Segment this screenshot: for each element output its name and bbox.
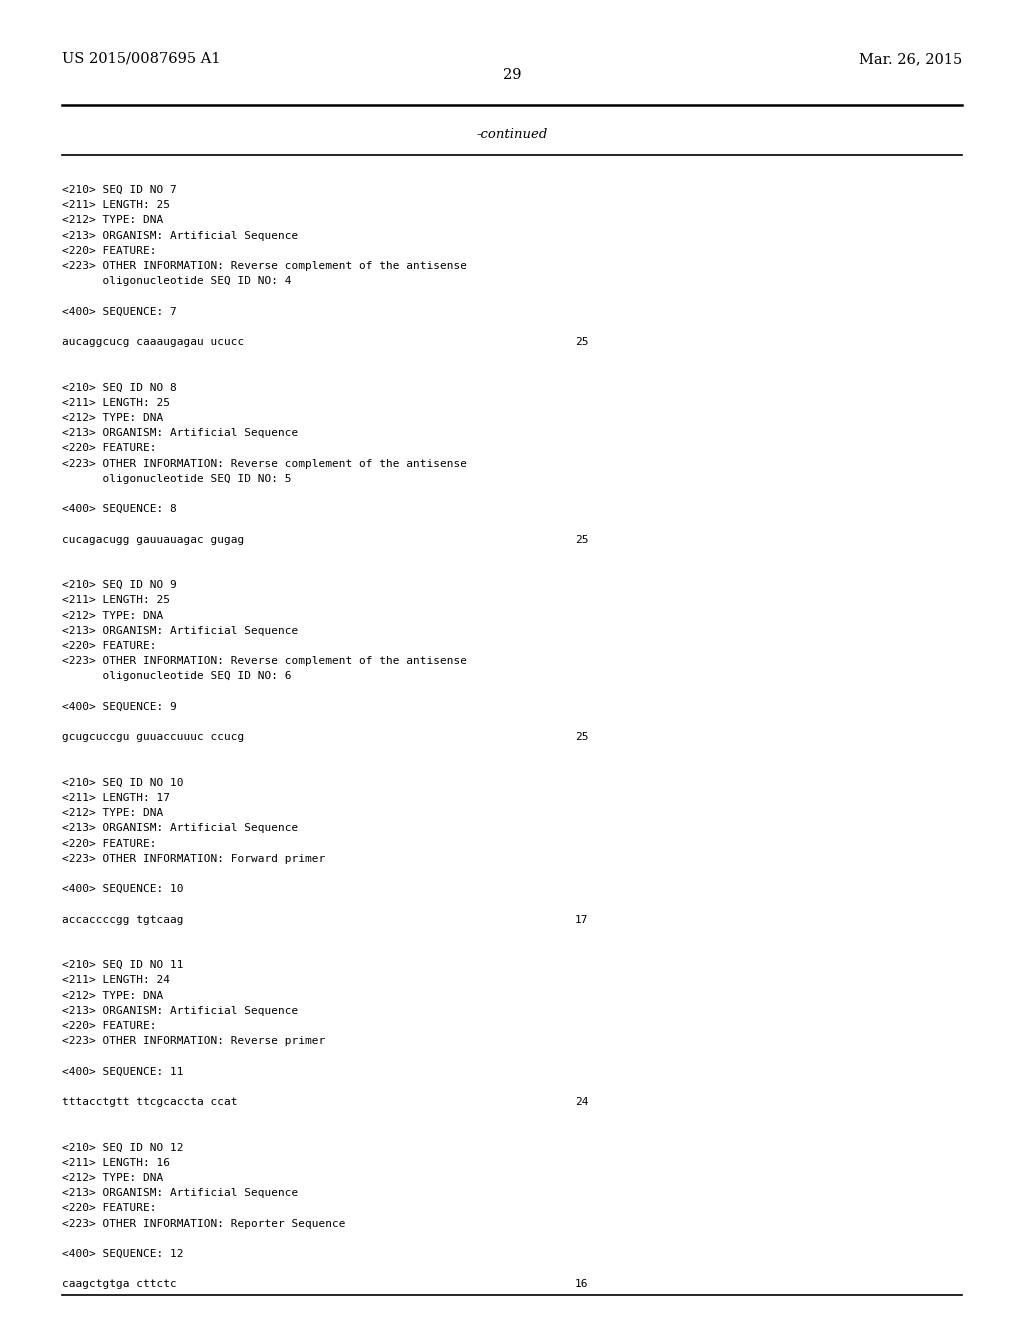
Text: <223> OTHER INFORMATION: Reporter Sequence: <223> OTHER INFORMATION: Reporter Sequen…	[62, 1218, 345, 1229]
Text: <220> FEATURE:: <220> FEATURE:	[62, 838, 157, 849]
Text: <220> FEATURE:: <220> FEATURE:	[62, 642, 157, 651]
Text: gcugcuccgu guuaccuuuc ccucg: gcugcuccgu guuaccuuuc ccucg	[62, 733, 245, 742]
Text: 24: 24	[575, 1097, 589, 1107]
Text: <223> OTHER INFORMATION: Reverse complement of the antisense: <223> OTHER INFORMATION: Reverse complem…	[62, 261, 467, 271]
Text: <213> ORGANISM: Artificial Sequence: <213> ORGANISM: Artificial Sequence	[62, 1006, 298, 1016]
Text: <400> SEQUENCE: 11: <400> SEQUENCE: 11	[62, 1067, 183, 1077]
Text: <213> ORGANISM: Artificial Sequence: <213> ORGANISM: Artificial Sequence	[62, 824, 298, 833]
Text: <223> OTHER INFORMATION: Reverse complement of the antisense: <223> OTHER INFORMATION: Reverse complem…	[62, 656, 467, 667]
Text: <400> SEQUENCE: 9: <400> SEQUENCE: 9	[62, 702, 177, 711]
Text: 25: 25	[575, 733, 589, 742]
Text: -continued: -continued	[476, 128, 548, 141]
Text: US 2015/0087695 A1: US 2015/0087695 A1	[62, 51, 220, 66]
Text: oligonucleotide SEQ ID NO: 6: oligonucleotide SEQ ID NO: 6	[62, 672, 292, 681]
Text: 16: 16	[575, 1279, 589, 1290]
Text: <400> SEQUENCE: 8: <400> SEQUENCE: 8	[62, 504, 177, 515]
Text: <210> SEQ ID NO 7: <210> SEQ ID NO 7	[62, 185, 177, 195]
Text: 29: 29	[503, 69, 521, 82]
Text: <211> LENGTH: 17: <211> LENGTH: 17	[62, 793, 170, 803]
Text: 25: 25	[575, 337, 589, 347]
Text: <211> LENGTH: 24: <211> LENGTH: 24	[62, 975, 170, 986]
Text: <213> ORGANISM: Artificial Sequence: <213> ORGANISM: Artificial Sequence	[62, 626, 298, 636]
Text: <400> SEQUENCE: 12: <400> SEQUENCE: 12	[62, 1249, 183, 1259]
Text: <223> OTHER INFORMATION: Forward primer: <223> OTHER INFORMATION: Forward primer	[62, 854, 326, 863]
Text: caagctgtga cttctc: caagctgtga cttctc	[62, 1279, 177, 1290]
Text: <212> TYPE: DNA: <212> TYPE: DNA	[62, 1173, 163, 1183]
Text: <212> TYPE: DNA: <212> TYPE: DNA	[62, 990, 163, 1001]
Text: <400> SEQUENCE: 7: <400> SEQUENCE: 7	[62, 306, 177, 317]
Text: <210> SEQ ID NO 8: <210> SEQ ID NO 8	[62, 383, 177, 392]
Text: Mar. 26, 2015: Mar. 26, 2015	[859, 51, 962, 66]
Text: <212> TYPE: DNA: <212> TYPE: DNA	[62, 215, 163, 226]
Text: <212> TYPE: DNA: <212> TYPE: DNA	[62, 611, 163, 620]
Text: <213> ORGANISM: Artificial Sequence: <213> ORGANISM: Artificial Sequence	[62, 428, 298, 438]
Text: oligonucleotide SEQ ID NO: 4: oligonucleotide SEQ ID NO: 4	[62, 276, 292, 286]
Text: <212> TYPE: DNA: <212> TYPE: DNA	[62, 808, 163, 818]
Text: <220> FEATURE:: <220> FEATURE:	[62, 1204, 157, 1213]
Text: oligonucleotide SEQ ID NO: 5: oligonucleotide SEQ ID NO: 5	[62, 474, 292, 484]
Text: <211> LENGTH: 16: <211> LENGTH: 16	[62, 1158, 170, 1168]
Text: <211> LENGTH: 25: <211> LENGTH: 25	[62, 397, 170, 408]
Text: tttacctgtt ttcgcaccta ccat: tttacctgtt ttcgcaccta ccat	[62, 1097, 238, 1107]
Text: <220> FEATURE:: <220> FEATURE:	[62, 444, 157, 453]
Text: <213> ORGANISM: Artificial Sequence: <213> ORGANISM: Artificial Sequence	[62, 231, 298, 240]
Text: <213> ORGANISM: Artificial Sequence: <213> ORGANISM: Artificial Sequence	[62, 1188, 298, 1199]
Text: <210> SEQ ID NO 12: <210> SEQ ID NO 12	[62, 1143, 183, 1152]
Text: <212> TYPE: DNA: <212> TYPE: DNA	[62, 413, 163, 422]
Text: <220> FEATURE:: <220> FEATURE:	[62, 246, 157, 256]
Text: 17: 17	[575, 915, 589, 924]
Text: <210> SEQ ID NO 9: <210> SEQ ID NO 9	[62, 581, 177, 590]
Text: <223> OTHER INFORMATION: Reverse complement of the antisense: <223> OTHER INFORMATION: Reverse complem…	[62, 458, 467, 469]
Text: aucaggcucg caaaugagau ucucc: aucaggcucg caaaugagau ucucc	[62, 337, 245, 347]
Text: 25: 25	[575, 535, 589, 545]
Text: <400> SEQUENCE: 10: <400> SEQUENCE: 10	[62, 884, 183, 894]
Text: <210> SEQ ID NO 11: <210> SEQ ID NO 11	[62, 960, 183, 970]
Text: <210> SEQ ID NO 10: <210> SEQ ID NO 10	[62, 777, 183, 788]
Text: <211> LENGTH: 25: <211> LENGTH: 25	[62, 201, 170, 210]
Text: accaccccgg tgtcaag: accaccccgg tgtcaag	[62, 915, 183, 924]
Text: <211> LENGTH: 25: <211> LENGTH: 25	[62, 595, 170, 606]
Text: <223> OTHER INFORMATION: Reverse primer: <223> OTHER INFORMATION: Reverse primer	[62, 1036, 326, 1047]
Text: <220> FEATURE:: <220> FEATURE:	[62, 1020, 157, 1031]
Text: cucagacugg gauuauagac gugag: cucagacugg gauuauagac gugag	[62, 535, 245, 545]
